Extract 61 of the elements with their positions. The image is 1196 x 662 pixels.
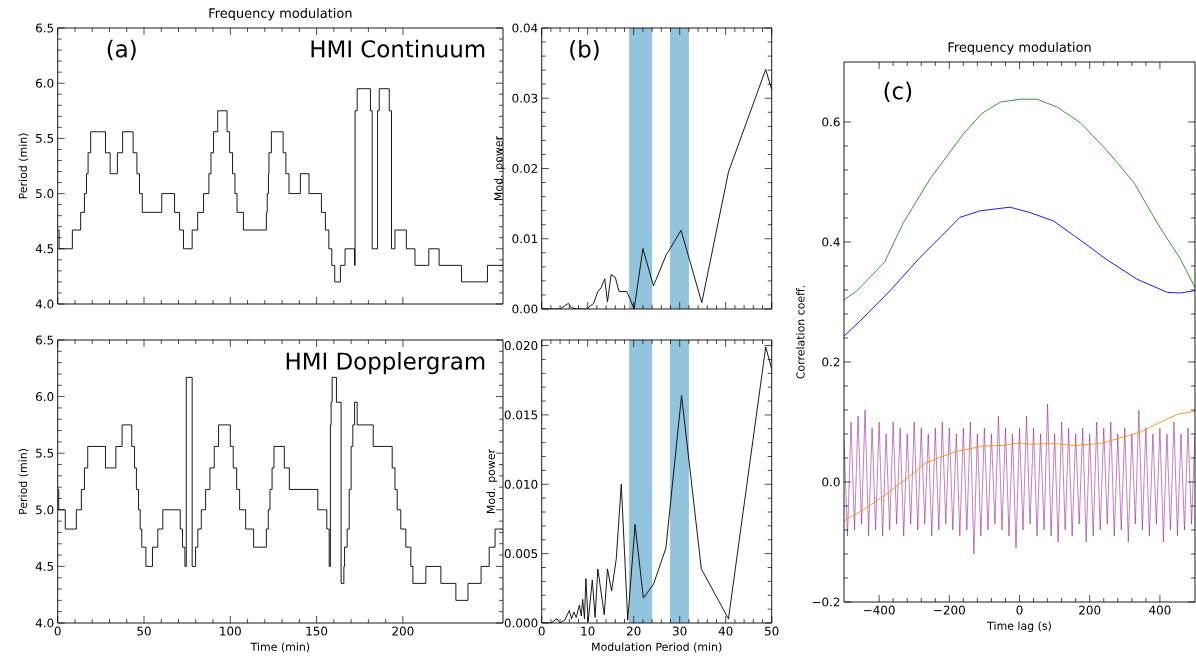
annotation: (a) bbox=[107, 39, 136, 61]
x-tick-label: 20 bbox=[626, 626, 641, 636]
x-tick-label: 150 bbox=[306, 626, 328, 636]
x-tick-label: 0 bbox=[54, 626, 61, 636]
y-tick-label: 0.000 bbox=[504, 618, 538, 628]
x-axis-title: Time lag (s) bbox=[987, 621, 1051, 633]
y-tick-label: 0.015 bbox=[504, 410, 538, 420]
y-tick-label: 0.4 bbox=[822, 237, 840, 247]
y-axis-title: Mod. power bbox=[494, 135, 505, 200]
y-tick-label: 0.00 bbox=[512, 304, 538, 314]
x-tick-label: 10 bbox=[581, 626, 595, 636]
x-tick-label: 400 bbox=[1149, 605, 1171, 615]
y-tick-label: 0.2 bbox=[822, 357, 840, 367]
y-tick-label: 0.020 bbox=[504, 341, 538, 351]
y-tick-label: 4.5 bbox=[35, 561, 54, 571]
y-tick-label: −0.2 bbox=[812, 597, 840, 607]
y-tick-label: 0.0 bbox=[822, 477, 840, 487]
y-tick-label: 6.5 bbox=[36, 23, 54, 33]
y-tick-label: 0.01 bbox=[512, 234, 538, 244]
x-axis-title: Modulation Period (min) bbox=[592, 642, 722, 653]
y-axis-title: Period (min) bbox=[18, 133, 29, 199]
annotation: (c) bbox=[884, 81, 912, 103]
x-tick-label: −400 bbox=[863, 605, 895, 615]
y-tick-label: 4.0 bbox=[35, 299, 54, 309]
y-tick-label: 0.005 bbox=[504, 549, 538, 559]
x-tick-label: 50 bbox=[137, 626, 151, 636]
y-tick-label: 0.04 bbox=[512, 23, 538, 33]
x-tick-label: 200 bbox=[1079, 605, 1101, 615]
x-tick-label: 100 bbox=[220, 626, 241, 636]
y-tick-label: 6.5 bbox=[36, 335, 54, 345]
x-tick-label: 0 bbox=[1016, 605, 1023, 615]
x-tick-label: 50 bbox=[765, 626, 779, 636]
y-tick-label: 5.5 bbox=[36, 133, 54, 143]
y-tick-label: 0.6 bbox=[822, 117, 840, 127]
y-axis-title: Mod. power bbox=[486, 448, 498, 513]
y-tick-label: 0.010 bbox=[504, 479, 538, 489]
x-tick-label: 40 bbox=[718, 626, 733, 636]
x-axis-title: Time (min) bbox=[250, 642, 310, 653]
y-tick-label: 5.5 bbox=[36, 448, 54, 458]
x-tick-label: 30 bbox=[673, 626, 687, 636]
chart-title: Frequency modulation bbox=[948, 41, 1091, 55]
annotation: HMI Dopplergram bbox=[286, 352, 485, 375]
y-tick-label: 5.0 bbox=[36, 505, 54, 515]
y-tick-label: 0.02 bbox=[512, 163, 537, 174]
annotation: (b) bbox=[570, 39, 599, 61]
y-tick-label: 6.0 bbox=[36, 78, 54, 88]
y-tick-label: 4.5 bbox=[35, 244, 54, 254]
annotation: HMI Continuum bbox=[311, 39, 485, 58]
line-series bbox=[844, 403, 1196, 555]
chart-title: Frequency modulation bbox=[209, 7, 352, 21]
y-tick-label: 4.0 bbox=[35, 618, 54, 628]
x-tick-label: 0 bbox=[538, 626, 545, 636]
y-axis-title: Correlation coeff. bbox=[796, 285, 805, 379]
y-tick-label: 6.0 bbox=[36, 392, 54, 402]
x-tick-label: 200 bbox=[392, 626, 414, 636]
y-tick-label: 5.0 bbox=[36, 189, 54, 199]
y-axis-title: Period (min) bbox=[18, 449, 29, 514]
line-series bbox=[844, 410, 1196, 522]
line-series bbox=[844, 206, 1196, 337]
y-tick-label: 0.03 bbox=[512, 93, 538, 103]
x-tick-label: −200 bbox=[934, 605, 965, 615]
